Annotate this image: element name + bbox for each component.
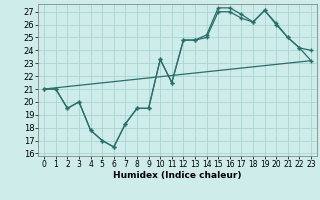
X-axis label: Humidex (Indice chaleur): Humidex (Indice chaleur)	[113, 171, 242, 180]
